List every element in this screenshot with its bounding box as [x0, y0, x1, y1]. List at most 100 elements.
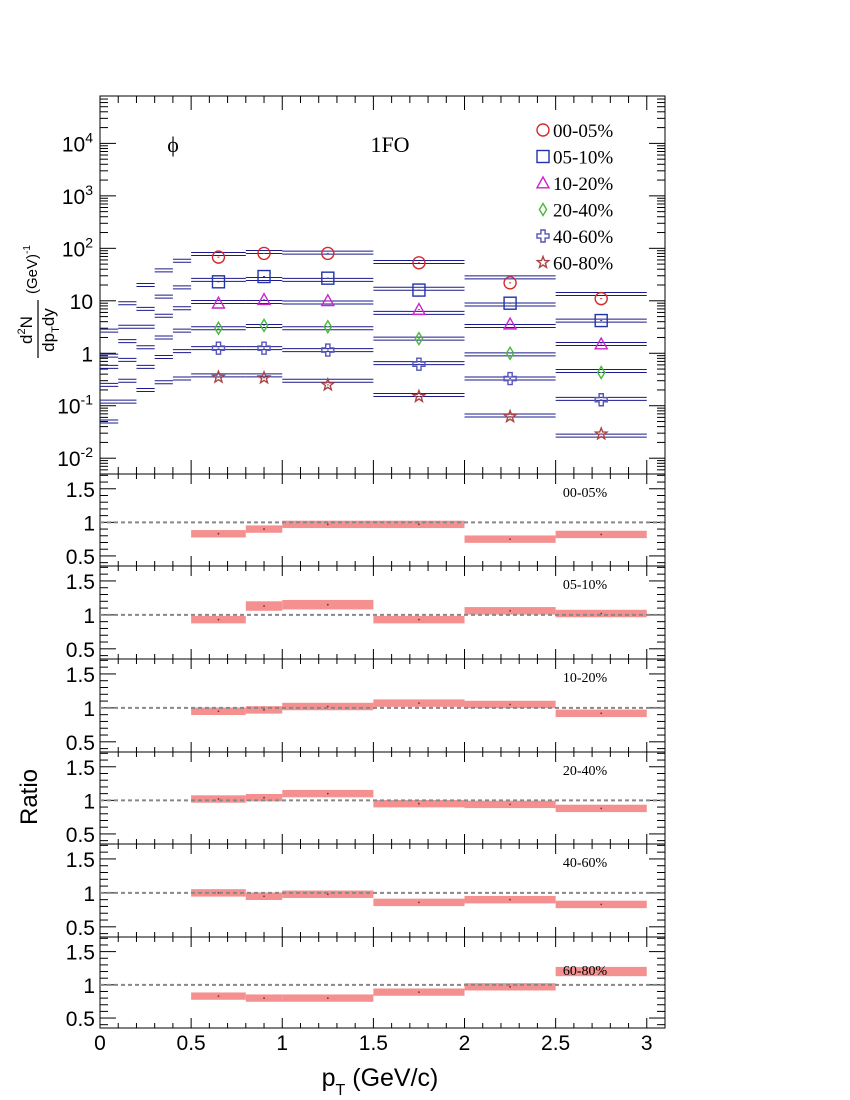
ratio-centrality-label: 10-20%: [563, 671, 608, 686]
triangle-marker: [535, 175, 551, 189]
legend-label: 05-10%: [553, 148, 613, 169]
star-marker: [593, 425, 609, 441]
diamond-marker: [596, 365, 606, 380]
ratio-panel-10-20%: 0.5 1 1.5 10-20%: [66, 658, 666, 755]
cross-marker: [211, 341, 226, 355]
ratio-point: [263, 605, 265, 607]
y-title-numerator: d2N: [16, 316, 36, 344]
ratio-centrality-label: 00-05%: [563, 486, 608, 501]
ratio-point: [509, 803, 511, 806]
ratio-centrality-label: 40-60%: [563, 856, 608, 871]
star-marker: [411, 388, 427, 403]
ratio-centrality-label: 60-80%: [563, 964, 608, 979]
y-tick-exponent: -1: [81, 392, 94, 408]
cross-marker: [536, 229, 550, 243]
diamond-marker: [259, 318, 269, 333]
circle-marker: [412, 256, 426, 270]
ratio-point: [600, 903, 603, 906]
x-axis-title: pT (GeV/c): [322, 1064, 439, 1099]
data-series-60-80%: [210, 369, 609, 441]
cross-marker: [257, 341, 271, 355]
y-tick-exponent: 2: [85, 234, 93, 250]
ratio-panel-40-60%: 0.5 1 1.5 40-60%: [66, 843, 666, 940]
y-tick-base: 10: [57, 448, 80, 471]
triangle-marker: [320, 293, 336, 307]
legend-label: 60-80%: [553, 254, 613, 275]
model-series-10-20%: [100, 299, 647, 369]
x-axis: 0 0.5 1 1.5 2 2.5 3: [94, 96, 653, 1055]
y-title-subscript: T: [50, 326, 62, 333]
ratio-axis-title: Ratio: [16, 769, 43, 825]
ratio-point: [326, 603, 329, 606]
ratio-tick-label: 1.5: [66, 942, 95, 965]
ratio-tick-label: 0.5: [66, 917, 95, 940]
ratio-tick-label: 1: [83, 883, 95, 906]
ratio-point: [600, 712, 603, 715]
cross-marker: [594, 393, 608, 407]
diamond-marker: [323, 319, 333, 335]
ratio-point: [509, 703, 511, 706]
star-marker: [502, 408, 518, 424]
triangle-marker: [411, 302, 427, 316]
circle-marker: [211, 250, 226, 264]
ratio-point: [418, 523, 420, 526]
y-title-denominator: dpTdy: [39, 308, 62, 352]
legend-label: 00-05%: [553, 121, 613, 142]
square-marker: [211, 275, 226, 289]
y-title-power: 2: [16, 328, 28, 334]
ratio-point: [418, 618, 420, 621]
y-title-unit-power: -1: [22, 245, 33, 254]
y-title-unit-main: (GeV): [24, 254, 41, 294]
x-tick-label: 1.5: [359, 1032, 388, 1055]
ratio-point: [217, 995, 220, 998]
ratio-tick-label: 0.5: [66, 824, 95, 847]
ratio-panel-60-80%: 0.5 1 1.5 60-80%: [66, 936, 666, 1031]
ratio-point: [217, 891, 220, 894]
ratio-tick-label: 0.5: [66, 1008, 95, 1031]
square-marker: [594, 313, 608, 328]
diamond-marker: [214, 320, 223, 336]
circle-marker: [503, 276, 517, 290]
ratio-tick-label: 0.5: [66, 732, 95, 755]
y-tick-base: 10: [57, 396, 80, 419]
x-title-unit: (GeV/c): [345, 1064, 438, 1092]
model-series-40-60%: [100, 346, 647, 404]
ratio-point: [217, 798, 220, 800]
ratio-point: [217, 618, 220, 621]
x-tick-label: 0: [94, 1032, 106, 1055]
y-title-dp: dp: [39, 333, 58, 352]
ratio-tick-label: 1: [83, 605, 95, 628]
ratio-tick-label: 1: [83, 790, 95, 813]
ratio-point: [263, 709, 265, 711]
ratio-centrality-label: 05-10%: [563, 578, 608, 593]
star-marker: [535, 254, 551, 269]
ratio-point: [600, 970, 603, 973]
ratio-point: [217, 532, 220, 535]
ratio-point: [263, 895, 265, 898]
x-tick-label: 2.5: [541, 1032, 570, 1055]
circle-marker: [536, 123, 550, 137]
y-tick-label: 10-1: [57, 392, 93, 419]
ratio-point: [418, 901, 420, 904]
circle-marker: [594, 291, 608, 306]
y-tick-exponent: 4: [85, 129, 93, 145]
ratio-tick-label: 0.5: [66, 639, 95, 662]
y-tick-label: 104: [62, 129, 93, 156]
star-marker: [320, 376, 336, 392]
data-series-10-20%: [211, 292, 609, 350]
square-marker: [503, 296, 517, 310]
square-marker: [536, 149, 550, 164]
triangle-marker: [594, 336, 609, 350]
ratio-panel-20-40%: 0.5 1 1.5 20-40%: [66, 751, 666, 847]
star-marker: [210, 369, 227, 384]
data-series-00-05%: [211, 246, 608, 306]
cross-marker: [503, 371, 517, 386]
ratio-point: [509, 898, 511, 901]
ratio-point: [326, 997, 329, 1000]
triangle-marker: [502, 316, 518, 330]
ratio-point: [263, 528, 265, 530]
x-tick-label: 1: [276, 1032, 288, 1055]
y-tick-label: 102: [62, 234, 93, 261]
